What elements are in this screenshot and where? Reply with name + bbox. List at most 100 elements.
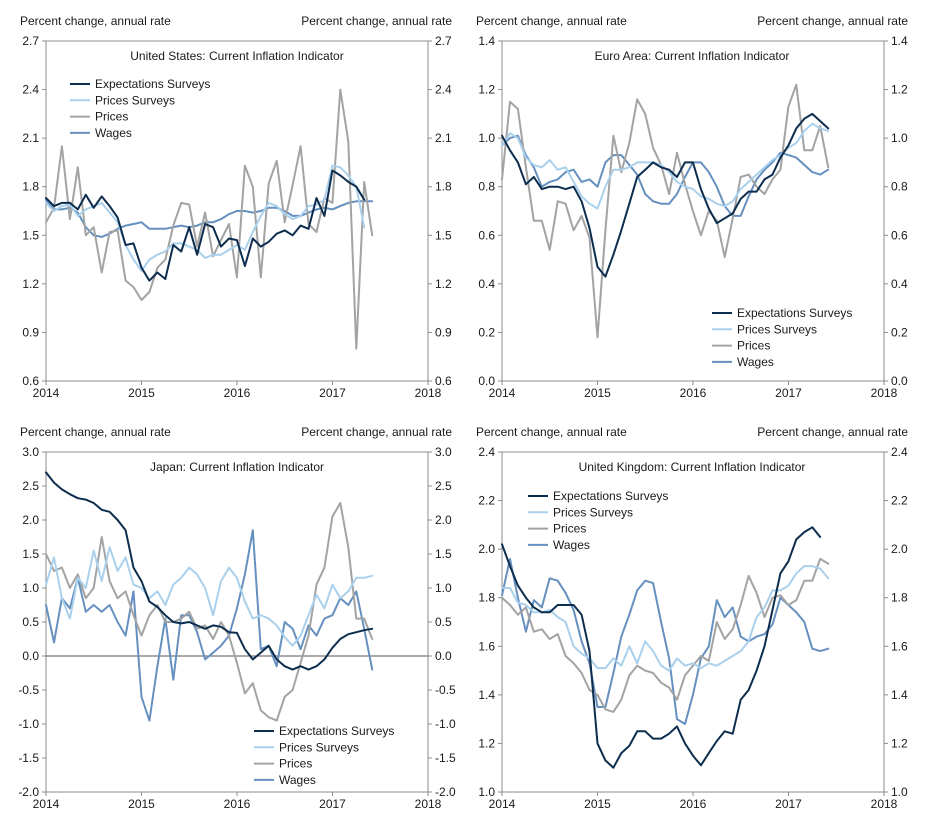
japan-left-tick-label: -1.5 xyxy=(18,751,39,765)
euro-area-legend-label: Prices Surveys xyxy=(737,322,817,336)
united-kingdom-left-tick-label: 2.0 xyxy=(478,542,495,556)
united-states-right-tick-label: 1.2 xyxy=(435,277,452,291)
united-states-x-tick-label: 2016 xyxy=(224,386,251,400)
united-kingdom-right-tick-label: 1.4 xyxy=(891,688,908,702)
japan-right-tick-label: -2.0 xyxy=(435,785,456,799)
united-states-right-tick-label: 1.5 xyxy=(435,228,452,242)
united-kingdom-left-axis-label: Percent change, annual rate xyxy=(476,425,627,439)
japan-left-tick-label: -0.5 xyxy=(18,683,39,697)
united-kingdom-chart-title: United Kingdom: Current Inflation Indica… xyxy=(579,460,806,474)
euro-area-right-tick-label: 0.4 xyxy=(891,277,908,291)
japan-right-tick-label: 3.0 xyxy=(435,445,452,459)
united-states-left-tick-label: 1.8 xyxy=(22,180,39,194)
euro-area-left-tick-label: 1.4 xyxy=(478,34,495,48)
united-kingdom-left-tick-label: 2.4 xyxy=(478,445,495,459)
euro-area-left-tick-label: 0.8 xyxy=(478,180,495,194)
japan-right-tick-label: 2.0 xyxy=(435,513,452,527)
japan-legend-label: Prices Surveys xyxy=(279,740,359,754)
japan-right-tick-label: -1.0 xyxy=(435,717,456,731)
united-states-x-tick-label: 2018 xyxy=(415,386,442,400)
united-kingdom-legend-label: Expectations Surveys xyxy=(553,489,668,503)
united-states-left-tick-label: 1.5 xyxy=(22,228,39,242)
united-kingdom-left-tick-label: 2.2 xyxy=(478,494,495,508)
united-kingdom-series-wages xyxy=(501,557,830,725)
japan-left-tick-label: 1.5 xyxy=(22,547,39,561)
united-states-x-tick-label: 2014 xyxy=(33,386,60,400)
japan-right-tick-label: 2.5 xyxy=(435,479,452,493)
united-kingdom-left-tick-label: 1.0 xyxy=(478,785,495,799)
japan-x-tick-label: 2015 xyxy=(128,797,155,811)
euro-area-left-axis-label: Percent change, annual rate xyxy=(476,14,627,28)
japan-x-tick-label: 2017 xyxy=(319,797,346,811)
united-states-legend-label: Prices Surveys xyxy=(95,93,175,107)
japan-legend-label: Expectations Surveys xyxy=(279,724,394,738)
united-states-legend-label: Wages xyxy=(95,126,132,140)
united-states-right-tick-label: 2.1 xyxy=(435,131,452,145)
united-states-left-tick-label: 2.1 xyxy=(22,131,39,145)
euro-area-left-tick-label: 0.4 xyxy=(478,277,495,291)
united-states-series-wages xyxy=(45,198,374,238)
euro-area-left-tick-label: 0.6 xyxy=(478,228,495,242)
japan-series-prices xyxy=(45,502,374,722)
japan-right-tick-label: 1.5 xyxy=(435,547,452,561)
japan-left-tick-label: -1.0 xyxy=(18,717,39,731)
united-states-series-expectations-surveys xyxy=(45,169,366,282)
japan-left-tick-label: 3.0 xyxy=(22,445,39,459)
japan-x-tick-label: 2018 xyxy=(415,797,442,811)
united-kingdom-legend-label: Prices xyxy=(553,522,586,536)
japan-right-tick-label: 1.0 xyxy=(435,581,452,595)
japan-right-tick-label: -0.5 xyxy=(435,683,456,697)
united-states-left-tick-label: 2.4 xyxy=(22,83,39,97)
united-kingdom-series-prices-surveys xyxy=(501,565,830,672)
euro-area-x-tick-label: 2016 xyxy=(680,386,707,400)
japan-series-expectations-surveys xyxy=(45,471,374,671)
euro-area-x-tick-label: 2017 xyxy=(775,386,802,400)
united-states-chart-title: United States: Current Inflation Indicat… xyxy=(130,49,343,63)
united-kingdom-right-tick-label: 1.2 xyxy=(891,736,908,750)
japan-series-prices-surveys xyxy=(45,546,374,647)
united-states-right-tick-label: 1.8 xyxy=(435,180,452,194)
united-states-series-prices xyxy=(45,88,374,350)
euro-area-legend-label: Wages xyxy=(737,355,774,369)
japan-legend-label: Prices xyxy=(279,757,312,771)
japan-right-axis-label: Percent change, annual rate xyxy=(301,425,452,439)
japan-plot-frame xyxy=(45,451,429,793)
japan-left-tick-label: 2.5 xyxy=(22,479,39,493)
united-states-legend-label: Expectations Surveys xyxy=(95,77,210,91)
united-kingdom-right-tick-label: 2.0 xyxy=(891,542,908,556)
euro-area-x-tick-label: 2018 xyxy=(871,386,898,400)
united-states-left-tick-label: 1.2 xyxy=(22,277,39,291)
japan-chart-title: Japan: Current Inflation Indicator xyxy=(150,460,324,474)
japan-x-tick-label: 2016 xyxy=(224,797,251,811)
euro-area-legend-label: Expectations Surveys xyxy=(737,306,852,320)
united-kingdom-left-tick-label: 1.6 xyxy=(478,639,495,653)
united-kingdom-right-tick-label: 1.6 xyxy=(891,639,908,653)
euro-area-left-tick-label: 0.2 xyxy=(478,325,495,339)
japan-left-tick-label: 0.0 xyxy=(22,649,39,663)
japan-legend-label: Wages xyxy=(279,773,316,787)
united-kingdom-right-axis-label: Percent change, annual rate xyxy=(757,425,908,439)
euro-area-left-tick-label: 1.0 xyxy=(478,131,495,145)
japan-right-tick-label: 0.0 xyxy=(435,649,452,663)
united-kingdom-plot-frame xyxy=(501,451,885,793)
euro-area-left-tick-label: 0.0 xyxy=(478,374,495,388)
japan-left-tick-label: 1.0 xyxy=(22,581,39,595)
japan-right-tick-label: 0.5 xyxy=(435,615,452,629)
euro-area-series-wages xyxy=(501,134,830,217)
euro-area-legend-label: Prices xyxy=(737,339,770,353)
united-kingdom-x-tick-label: 2018 xyxy=(871,797,898,811)
united-states-right-tick-label: 2.4 xyxy=(435,83,452,97)
japan-left-tick-label: 2.0 xyxy=(22,513,39,527)
united-kingdom-right-tick-label: 2.4 xyxy=(891,445,908,459)
japan-x-tick-label: 2014 xyxy=(33,797,60,811)
united-states-x-tick-label: 2015 xyxy=(128,386,155,400)
euro-area-right-tick-label: 0.2 xyxy=(891,325,908,339)
euro-area-right-tick-label: 1.2 xyxy=(891,83,908,97)
united-states-left-tick-label: 0.6 xyxy=(22,374,39,388)
united-states-right-tick-label: 0.6 xyxy=(435,374,452,388)
japan-right-tick-label: -1.5 xyxy=(435,751,456,765)
united-states-right-tick-label: 0.9 xyxy=(435,325,452,339)
euro-area-chart-title: Euro Area: Current Inflation Indicator xyxy=(595,49,790,63)
euro-area-x-tick-label: 2015 xyxy=(584,386,611,400)
